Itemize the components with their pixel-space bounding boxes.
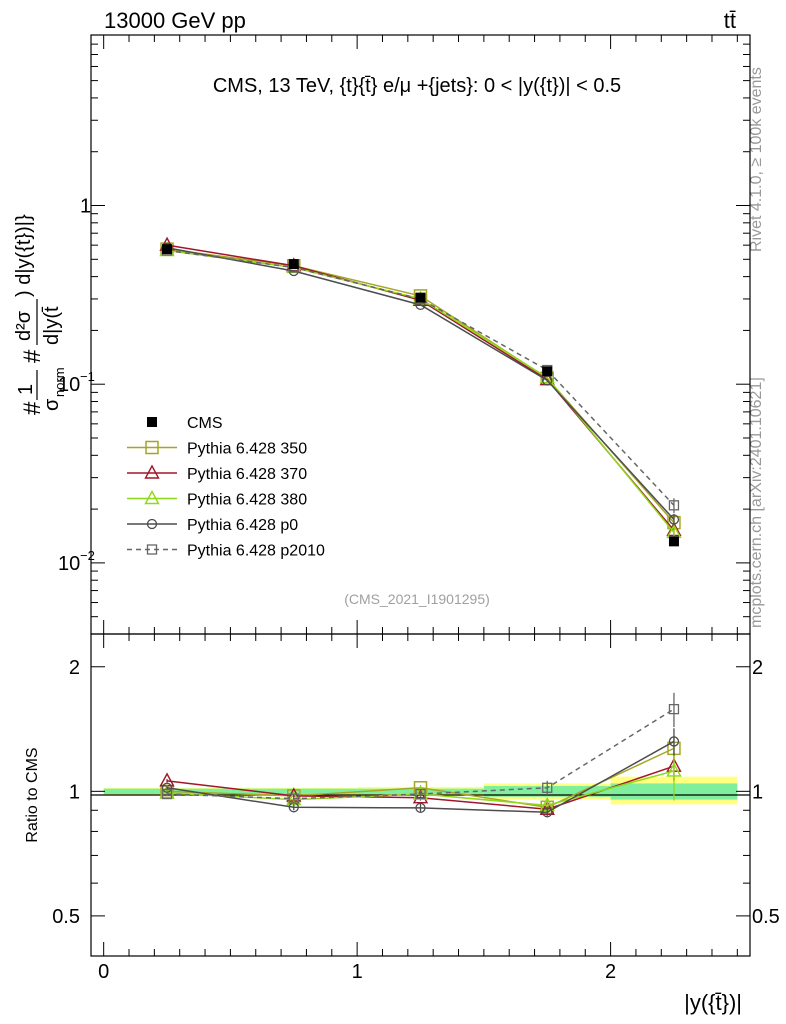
legend: CMS Pythia 6.428 350 Pythia 6.428 370 Pythi… (127, 415, 325, 560)
main-axis-ticks: 10 −210 −11 (58, 34, 750, 635)
legend-label-pythia-6-428-p0: Pythia 6.428 p0 (187, 517, 298, 534)
energy-label: 13000 GeV pp (104, 8, 246, 33)
main-point-cms (415, 292, 426, 303)
legend-marker-pythia-6-428-380 (144, 490, 160, 505)
legend-label-cms: CMS (187, 415, 223, 432)
ratio-xtick-label: 2 (605, 961, 616, 983)
ylabel-one: 1 (15, 384, 37, 395)
ratio-ytick-label-right: 1 (752, 781, 763, 803)
ratio-xtick-label: 0 (98, 961, 109, 983)
legend-label-pythia-6-428-p2010: Pythia 6.428 p2010 (187, 543, 325, 560)
legend-marker-pythia-6-428-370 (144, 464, 160, 479)
ratio-axis-ticks: 0.5 0.5 1 1 2 2 0 1 2 (52, 634, 780, 983)
ylabel-denominator: d|y(t̄ (41, 306, 63, 345)
main-line-pythia-6-428-p2010 (166, 249, 675, 506)
main-point-pythia-6-428-p0 (668, 514, 680, 525)
legend-marker-cms (147, 417, 157, 427)
ylabel-sigma: σ (41, 398, 63, 411)
main-line-pythia-6-428-370 (166, 244, 675, 531)
ratio-point-pythia-6-428-p0 (415, 802, 426, 814)
ratio-ytick-label-right: 2 (752, 657, 763, 679)
ylabel-numerator-tail: ) d|y({t})|} (13, 214, 35, 297)
ratio-ytick-label-left: 0.5 (52, 906, 80, 928)
main-series-group (159, 236, 682, 547)
ylabel-norm: norm (52, 367, 67, 397)
ratio-series-group (159, 692, 682, 818)
chart-title: CMS, 13 TeV, {t}{t̄} e/μ +{jets}: 0 < |y… (213, 75, 621, 97)
ratio-point-pythia-6-428-p2010 (542, 782, 553, 793)
main-ytick-label: 10 (58, 374, 80, 396)
main-ylabel: # 1 σ norm # d²σ ) d|y({t})|} d|y(t̄ (13, 214, 67, 415)
main-point-cms (288, 259, 299, 270)
ratio-point-pythia-6-428-p0 (542, 807, 553, 818)
ratio-ytick-label-right: 0.5 (752, 906, 780, 928)
main-ytick-exponent: −2 (80, 548, 95, 563)
mcplots-url-label: mcplots.cern.ch [arXiv:2401.10621] (748, 377, 765, 628)
main-point-cms (668, 536, 679, 547)
ratio-ylabel: Ratio to CMS (24, 747, 41, 842)
ylabel-numerator: d²σ (13, 310, 35, 341)
ratio-point-pythia-6-428-p2010 (161, 788, 173, 800)
ylabel-hash-1: # (19, 401, 46, 415)
ylabel-hash-2: # (19, 349, 46, 363)
main-ytick-exponent: −1 (80, 369, 95, 384)
ratio-ytick-label-left: 1 (69, 781, 80, 803)
ratio-ytick-label-left: 2 (69, 657, 80, 679)
ratio-point-pythia-6-428-370 (412, 789, 429, 804)
main-panel: 10 −210 −11 CMS, 13 TeV, {t}{t̄} e/μ +{jet… (58, 34, 751, 635)
ratio-xtick-label: 1 (352, 961, 363, 983)
main-point-cms (162, 244, 173, 255)
legend-label-pythia-6-428-380: Pythia 6.428 380 (187, 492, 307, 509)
ratio-point-pythia-6-428-p2010 (415, 788, 426, 800)
ratio-frame (90, 633, 751, 957)
ratio-point-pythia-6-428-p2010 (668, 703, 680, 715)
main-point-pythia-6-428-p2010 (668, 500, 680, 511)
legend-marker-pythia-6-428-p0 (146, 518, 158, 530)
x-axis-label: |y({t̄})| (684, 990, 742, 1015)
ratio-point-pythia-6-428-380 (666, 762, 682, 777)
ratio-line-pythia-6-428-p0 (166, 740, 675, 814)
main-ytick-label: 1 (80, 196, 91, 218)
ratio-point-pythia-6-428-p2010 (288, 793, 299, 804)
legend-marker-pythia-6-428-p2010 (146, 544, 158, 555)
ratio-panel: 0.5 0.5 1 1 2 2 0 1 2 (52, 633, 780, 983)
process-label: tt̄ (724, 8, 736, 33)
ratio-point-pythia-6-428-p0 (668, 736, 680, 747)
legend-label-pythia-6-428-350: Pythia 6.428 350 (187, 441, 307, 458)
main-ytick-label: 10 (58, 553, 80, 575)
legend-label-pythia-6-428-370: Pythia 6.428 370 (187, 466, 307, 483)
legend-marker-pythia-6-428-350 (145, 440, 159, 455)
rivet-version-label: Rivet 4.1.0, ≥ 100k events (748, 67, 765, 252)
main-point-cms (542, 366, 553, 377)
analysis-watermark: (CMS_2021_I1901295) (344, 591, 490, 607)
